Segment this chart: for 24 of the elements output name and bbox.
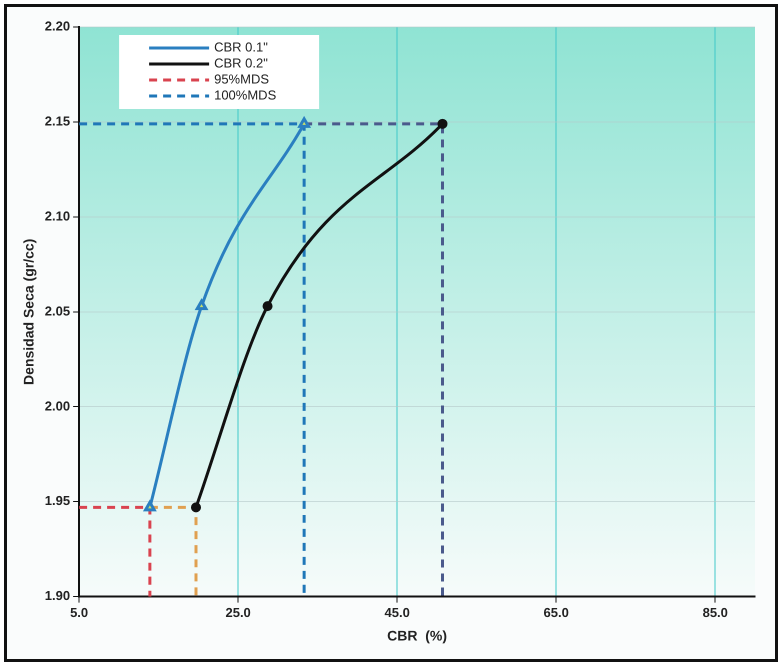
y-tick-label: 2.15 bbox=[44, 114, 70, 129]
x-tick-label: 5.0 bbox=[70, 604, 88, 620]
y-tick-label: 1.95 bbox=[44, 493, 70, 508]
x-tick-label: 65.0 bbox=[544, 604, 569, 620]
y-axis-title: Densidad Seca (gr/cc) bbox=[20, 238, 36, 385]
legend-label: 100%MDS bbox=[214, 88, 277, 103]
point bbox=[196, 300, 208, 310]
legend-label: CBR 0.2" bbox=[214, 56, 268, 71]
point bbox=[190, 502, 201, 512]
point bbox=[262, 301, 273, 312]
point bbox=[298, 117, 310, 128]
y-tick-label: 2.05 bbox=[44, 303, 70, 318]
point bbox=[437, 118, 448, 129]
legend-label: CBR 0.1" bbox=[214, 40, 268, 55]
x-tick-label: 45.0 bbox=[384, 604, 410, 620]
x-tick-label: 85.0 bbox=[702, 604, 728, 620]
x-tick-label: 25.0 bbox=[225, 604, 251, 620]
y-tick-label: 2.10 bbox=[44, 208, 70, 224]
point bbox=[144, 500, 156, 512]
legend-label: 95%MDS bbox=[214, 72, 270, 87]
x-axis-title: CBR (%) bbox=[387, 627, 447, 644]
y-tick-label: 2.20 bbox=[44, 18, 70, 34]
y-tick-label: 1.90 bbox=[44, 588, 70, 604]
y-tick-label: 2.00 bbox=[44, 398, 70, 414]
